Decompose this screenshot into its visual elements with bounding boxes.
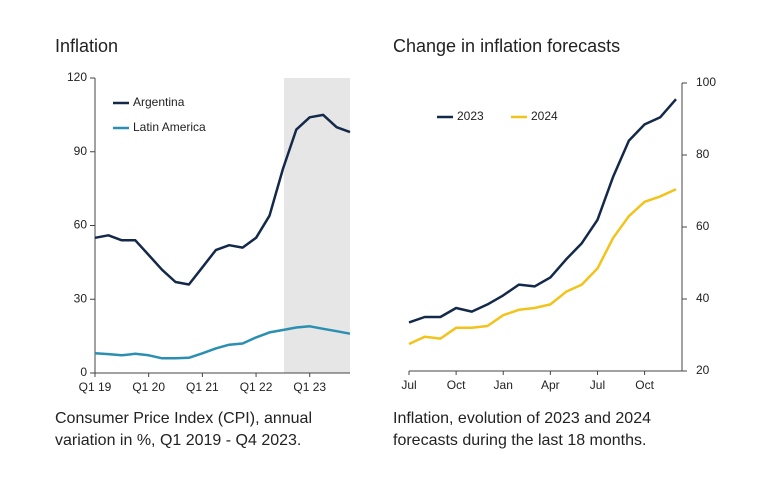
y-tick-label: 60	[74, 218, 88, 232]
legend-label: Latin America	[133, 120, 206, 134]
chart-title: Inflation	[55, 36, 118, 56]
y-tick-label: 40	[696, 291, 710, 305]
x-tick-label: Oct	[447, 378, 466, 392]
x-tick-label: Q1 20	[132, 380, 165, 394]
x-tick-label: Jul	[590, 378, 605, 392]
x-tick-label: Q1 21	[186, 380, 219, 394]
y-tick-label: 0	[80, 365, 87, 379]
x-tick-label: Q1 19	[79, 380, 112, 394]
chart-title: Change in inflation forecasts	[393, 36, 620, 56]
legend-label: 2024	[531, 109, 558, 123]
caption: Consumer Price Index (CPI), annual varia…	[55, 410, 312, 449]
y-tick-label: 80	[696, 147, 710, 161]
x-tick-label: Q1 23	[293, 380, 326, 394]
x-tick-label: Jul	[401, 378, 416, 392]
y-tick-label: 100	[696, 75, 716, 89]
y-tick-label: 90	[74, 144, 88, 158]
y-tick-label: 20	[696, 363, 710, 377]
x-tick-label: Jan	[494, 378, 513, 392]
caption: Inflation, evolution of 2023 and 2024 fo…	[393, 410, 651, 449]
series-line	[408, 98, 677, 324]
y-tick-label: 30	[74, 291, 88, 305]
legend-label: Argentina	[133, 95, 185, 109]
legend-label: 2023	[457, 109, 484, 123]
x-tick-label: Apr	[541, 378, 560, 392]
series-line	[408, 188, 677, 346]
x-tick-label: Q1 22	[240, 380, 273, 394]
y-tick-label: 60	[696, 219, 710, 233]
x-tick-label: Oct	[635, 378, 654, 392]
series-line	[94, 325, 351, 360]
y-tick-label: 120	[67, 70, 87, 84]
series-line	[94, 113, 351, 286]
